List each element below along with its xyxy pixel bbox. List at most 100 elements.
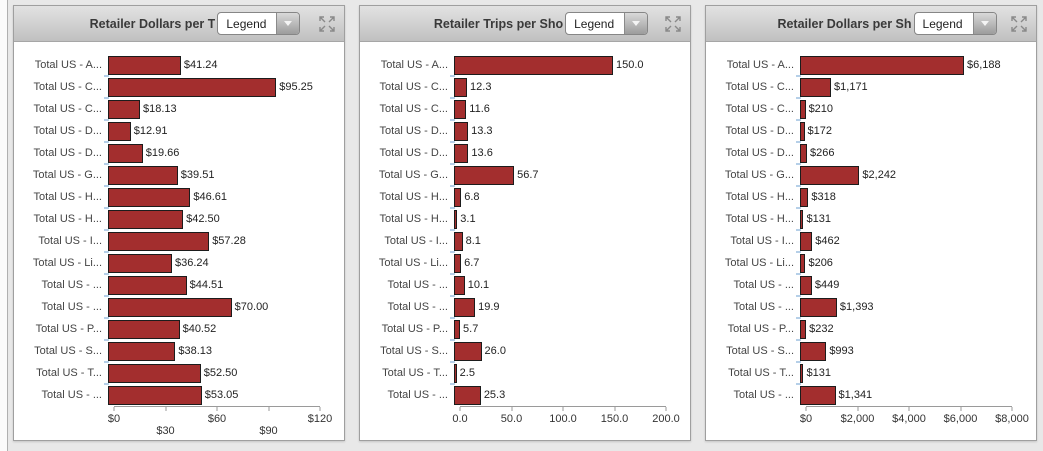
bar[interactable]: [108, 385, 202, 405]
bar[interactable]: [454, 275, 465, 295]
y-axis-tick: [104, 251, 109, 253]
legend-dropdown[interactable]: Legend: [565, 12, 649, 35]
expand-icon[interactable]: [317, 15, 337, 33]
chart-area: Total US - A... $6,188 Total US - C... $1,1…: [706, 42, 1036, 440]
bar[interactable]: [454, 55, 613, 75]
bar-track: $46.61: [108, 186, 320, 208]
bar-track: 11.6: [454, 98, 666, 120]
chevron-down-icon[interactable]: [276, 13, 300, 34]
chart-row: Total US - D... $172: [712, 120, 1024, 142]
panel-title: Retailer Trips per Sho: [433, 16, 564, 31]
bar[interactable]: [454, 297, 476, 317]
bar[interactable]: [108, 209, 184, 229]
bar[interactable]: [800, 143, 808, 163]
value-label: 19.9: [478, 301, 500, 313]
bar[interactable]: [454, 385, 481, 405]
bar[interactable]: [454, 231, 463, 251]
y-axis-tick: [104, 339, 109, 341]
value-label: $41.24: [183, 59, 218, 71]
bar[interactable]: [800, 341, 827, 361]
bar[interactable]: [108, 297, 232, 317]
category-label: Total US - ...: [733, 389, 794, 401]
bar[interactable]: [108, 77, 277, 97]
dashboard: Retailer Dollars per T Legend Total US -…: [13, 5, 1037, 441]
x-axis-label: $0: [799, 413, 813, 425]
bar[interactable]: [800, 319, 807, 339]
bar[interactable]: [108, 187, 191, 207]
bar[interactable]: [454, 341, 482, 361]
bar[interactable]: [454, 143, 469, 163]
bar-track: 6.7: [454, 252, 666, 274]
bar[interactable]: [800, 209, 804, 229]
panel-title: Retailer Dollars per Sh: [777, 16, 912, 31]
bar[interactable]: [800, 121, 805, 141]
bar[interactable]: [800, 253, 806, 273]
bar-track: $38.13: [108, 340, 320, 362]
bar[interactable]: [800, 165, 860, 185]
x-axis-tick: [1011, 407, 1013, 411]
chart-row: Total US - S... $993: [712, 340, 1024, 362]
chevron-down-icon[interactable]: [624, 13, 648, 34]
value-label: $462: [815, 235, 840, 247]
bar[interactable]: [800, 99, 806, 119]
bar[interactable]: [800, 231, 813, 251]
chart-row: Total US - Li... $36.24: [20, 252, 332, 274]
chart-row: Total US - ... 10.1: [366, 274, 678, 296]
bar[interactable]: [800, 55, 964, 75]
bar[interactable]: [454, 99, 467, 119]
bar[interactable]: [108, 319, 180, 339]
bar[interactable]: [108, 121, 131, 141]
bar[interactable]: [454, 209, 458, 229]
category-label: Total US - ...: [41, 389, 102, 401]
expand-icon[interactable]: [663, 15, 683, 33]
bar[interactable]: [800, 77, 832, 97]
value-label: $40.52: [182, 323, 217, 335]
y-axis-tick: [104, 361, 109, 363]
chart-row: Total US - A... 150.0: [366, 54, 678, 76]
bar[interactable]: [108, 253, 173, 273]
bar[interactable]: [108, 231, 210, 251]
bar[interactable]: [454, 77, 468, 97]
bar[interactable]: [454, 187, 462, 207]
chart-area: Total US - A... 150.0 Total US - C... 12.3 T…: [360, 42, 690, 440]
y-axis-tick: [450, 361, 455, 363]
bar[interactable]: [108, 55, 181, 75]
bar[interactable]: [800, 275, 812, 295]
bar[interactable]: [800, 297, 837, 317]
value-label: 11.6: [469, 103, 490, 115]
x-axis-label: $120: [307, 413, 333, 425]
y-axis-tick: [450, 229, 455, 231]
category-label: Total US - H...: [725, 191, 794, 203]
bar-track: 13.6: [454, 142, 666, 164]
chart-row: Total US - C... 11.6: [366, 98, 678, 120]
bar[interactable]: [108, 275, 187, 295]
bar[interactable]: [108, 363, 201, 383]
panel-header: Retailer Dollars per Sh Legend: [706, 6, 1036, 42]
bar[interactable]: [454, 363, 457, 383]
bar[interactable]: [800, 363, 804, 383]
chevron-down-icon[interactable]: [972, 13, 996, 34]
category-label: Total US - G...: [724, 169, 794, 181]
bar-track: $206: [800, 252, 1012, 274]
category-label: Total US - S...: [34, 345, 102, 357]
expand-icon[interactable]: [1009, 15, 1029, 33]
bar[interactable]: [454, 319, 461, 339]
y-axis-tick: [796, 251, 801, 253]
value-label: $39.51: [180, 169, 215, 181]
bar[interactable]: [108, 165, 178, 185]
y-axis-tick: [450, 273, 455, 275]
legend-dropdown[interactable]: Legend: [217, 12, 301, 35]
bar[interactable]: [800, 385, 836, 405]
bar-track: $993: [800, 340, 1012, 362]
bar[interactable]: [454, 165, 515, 185]
legend-dropdown[interactable]: Legend: [913, 12, 997, 35]
bar[interactable]: [800, 187, 809, 207]
x-axis-label: $0: [107, 413, 121, 425]
bar[interactable]: [108, 99, 141, 119]
bar[interactable]: [454, 121, 469, 141]
bar[interactable]: [108, 341, 176, 361]
bar[interactable]: [108, 143, 143, 163]
bar-track: $42.50: [108, 208, 320, 230]
bar[interactable]: [454, 253, 462, 273]
chart-row: Total US - D... 13.3: [366, 120, 678, 142]
